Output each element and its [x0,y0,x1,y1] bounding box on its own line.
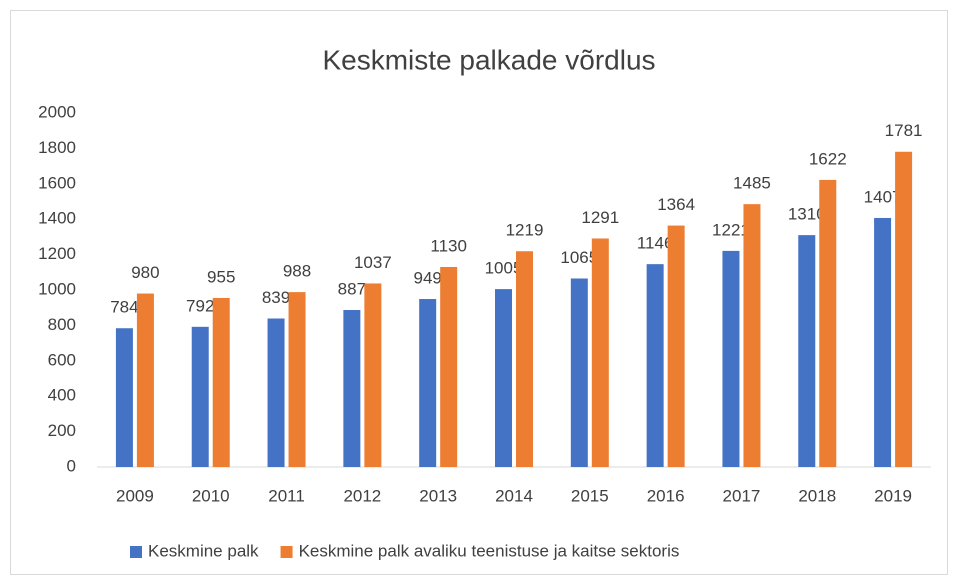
data-label: 1037 [354,253,392,272]
bar [191,326,209,467]
bar [743,204,761,467]
data-label: 784 [110,298,138,317]
x-tick-label: 2010 [192,486,230,505]
bar [267,318,285,467]
bar [115,328,133,467]
bar [136,293,154,467]
data-label: 1219 [506,221,544,240]
bar [364,283,382,467]
bar [343,310,361,467]
bar [495,289,512,467]
chart-title: Keskmiste palkade võrdlus [322,44,655,75]
x-tick-label: 2012 [343,486,381,505]
bar [212,297,230,467]
x-tick-label: 2018 [798,486,836,505]
data-label: 1005 [485,259,523,278]
bar [591,238,609,467]
data-label: 1146 [637,234,674,253]
bar [570,278,588,467]
data-label: 1221 [712,220,750,239]
y-tick-label: 1400 [38,209,76,228]
legend-label: Keskmine palk [148,541,259,560]
bar [819,179,837,467]
data-label: 1310 [788,205,826,224]
bar [895,151,913,467]
bar [419,299,437,467]
bar [667,225,685,467]
y-tick-label: 600 [48,350,76,369]
data-label: 839 [262,288,290,307]
data-label: 1622 [809,149,847,168]
data-label: 988 [283,262,311,281]
data-label: 955 [207,267,235,286]
bar [440,266,458,467]
y-tick-label: 0 [67,456,76,475]
x-tick-label: 2014 [495,486,533,505]
bar [288,292,306,467]
data-label: 1130 [430,236,467,255]
x-tick-label: 2016 [647,486,685,505]
x-tick-label: 2013 [419,486,457,505]
y-tick-label: 800 [48,315,76,334]
bar [646,264,664,467]
x-tick-label: 2011 [268,486,305,505]
bar [874,217,892,467]
y-tick-label: 400 [48,386,76,405]
x-tick-label: 2015 [571,486,609,505]
data-label: 887 [338,279,366,298]
bar [722,250,740,467]
data-label: 1364 [657,195,695,214]
x-tick-label: 2009 [116,486,154,505]
legend-label: Keskmine palk avaliku teenistuse ja kait… [299,541,680,560]
y-tick-label: 1600 [38,173,76,192]
data-label: 1291 [581,208,619,227]
data-label: 1485 [733,174,771,193]
data-label: 792 [186,296,214,315]
y-tick-label: 200 [48,421,76,440]
legend-swatch [130,546,142,558]
y-tick-label: 1000 [38,279,76,298]
legend-swatch [280,546,293,558]
x-tick-label: 2017 [723,486,761,505]
data-label: 1781 [885,121,923,140]
y-tick-label: 1800 [38,138,76,157]
data-label: 1407 [864,187,902,206]
x-tick-label: 2019 [874,486,912,505]
bar [798,235,816,467]
data-label: 980 [131,263,159,282]
data-label: 1065 [560,248,598,267]
chart-frame [10,10,948,575]
y-tick-label: 2000 [38,102,76,121]
bar [516,251,533,467]
data-label: 949 [413,269,441,288]
y-tick-label: 1200 [38,244,76,263]
